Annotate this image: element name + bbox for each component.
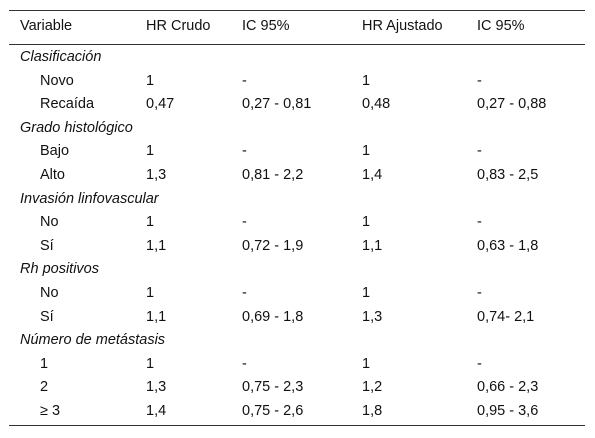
group-row: Número de metástasis xyxy=(9,329,585,352)
row-label: Novo xyxy=(40,72,74,89)
ic95-crudo-cell: - xyxy=(242,214,247,231)
table-row: No 1 - 1 - xyxy=(9,282,585,305)
ic95-ajustado-cell: 0,66 - 2,3 xyxy=(477,379,539,396)
ic95-crudo-cell: 0,81 - 2,2 xyxy=(242,167,304,183)
row-label: ≥ 3 xyxy=(40,403,61,419)
header-ic95-crudo: IC 95% xyxy=(242,18,290,34)
ic95-crudo-cell: 0,69 - 1,8 xyxy=(242,308,304,325)
hr-ajustado-cell: 1 xyxy=(362,72,371,89)
hr-crudo-cell: 1,1 xyxy=(146,308,167,325)
table-row: Alto 1,3 0,81 - 2,2 1,4 0,83 - 2,5 xyxy=(9,164,585,187)
hr-ajustado-cell: 1,2 xyxy=(362,379,383,396)
group-title: Grado histológico xyxy=(20,119,133,136)
table-row: 2 1,3 0,75 - 2,3 1,2 0,66 - 2,3 xyxy=(9,376,585,399)
ic95-crudo-cell: - xyxy=(242,72,247,89)
table-row: Sí 1,1 0,72 - 1,9 1,1 0,63 - 1,8 xyxy=(9,235,585,258)
hr-crudo-cell: 1,4 xyxy=(146,403,167,419)
table-header-row: Variable HR Crudo IC 95% HR Ajustado IC … xyxy=(9,10,585,44)
table-row: 1 1 - 1 - xyxy=(9,353,585,376)
ic95-ajustado-cell: - xyxy=(477,143,482,160)
ic95-ajustado-cell: - xyxy=(477,214,482,231)
row-label: No xyxy=(40,214,59,231)
ic95-crudo-cell: 0,27 - 0,81 xyxy=(242,96,312,113)
table-row: Novo 1 - 1 - xyxy=(9,70,585,93)
ic95-ajustado-cell: - xyxy=(477,72,482,89)
ic95-crudo-cell: - xyxy=(242,285,247,301)
header-ic95-ajustado: IC 95% xyxy=(477,18,525,34)
hr-crudo-cell: 1,3 xyxy=(146,379,167,396)
ic95-crudo-cell: - xyxy=(242,355,247,372)
group-title: Invasión linfovascular xyxy=(20,190,159,207)
hr-ajustado-cell: 0,48 xyxy=(362,96,391,113)
table-header-rule xyxy=(9,44,585,45)
table-top-rule xyxy=(9,10,585,11)
hr-ajustado-cell: 1,4 xyxy=(362,167,383,183)
hr-crudo-cell: 1,3 xyxy=(146,167,167,183)
ic95-ajustado-cell: - xyxy=(477,285,482,301)
hr-ajustado-cell: 1 xyxy=(362,214,371,231)
row-label: Recaída xyxy=(40,96,95,113)
hr-ajustado-cell: 1,1 xyxy=(362,237,383,254)
ic95-ajustado-cell: 0,27 - 0,88 xyxy=(477,96,547,113)
hr-crudo-cell: 1 xyxy=(146,72,155,89)
group-row: Grado histológico xyxy=(9,117,585,140)
row-label: Alto xyxy=(40,167,65,183)
ic95-ajustado-cell: 0,83 - 2,5 xyxy=(477,167,539,183)
ic95-ajustado-cell: - xyxy=(477,355,482,372)
hr-ajustado-cell: 1 xyxy=(362,143,371,160)
table-row: Sí 1,1 0,69 - 1,8 1,3 0,74- 2,1 xyxy=(9,306,585,329)
table-row: ≥ 3 1,4 0,75 - 2,6 1,8 0,95 - 3,6 xyxy=(9,400,585,423)
row-label: No xyxy=(40,285,59,301)
hr-crudo-cell: 1,1 xyxy=(146,237,167,254)
ic95-crudo-cell: 0,72 - 1,9 xyxy=(242,237,304,254)
row-label: 1 xyxy=(40,355,49,372)
ic95-ajustado-cell: 0,74- 2,1 xyxy=(477,308,535,325)
table-row: No 1 - 1 - xyxy=(9,211,585,234)
ic95-crudo-cell: - xyxy=(242,143,247,160)
hr-ajustado-cell: 1 xyxy=(362,355,371,372)
row-label: 2 xyxy=(40,379,49,396)
hr-crudo-cell: 1 xyxy=(146,355,155,372)
row-label: Sí xyxy=(40,237,54,254)
hr-crudo-cell: 1 xyxy=(146,143,155,160)
hr-ajustado-cell: 1,8 xyxy=(362,403,383,419)
row-label: Sí xyxy=(40,308,54,325)
ic95-ajustado-cell: 0,95 - 3,6 xyxy=(477,403,539,419)
group-row: Invasión linfovascular xyxy=(9,188,585,211)
group-title: Rh positivos xyxy=(20,261,99,278)
ic95-ajustado-cell: 0,63 - 1,8 xyxy=(477,237,539,254)
ic95-crudo-cell: 0,75 - 2,3 xyxy=(242,379,304,396)
header-hr-ajustado: HR Ajustado xyxy=(362,18,443,34)
ic95-crudo-cell: 0,75 - 2,6 xyxy=(242,403,304,419)
group-row: Clasificación xyxy=(9,46,585,69)
table-row: Bajo 1 - 1 - xyxy=(9,140,585,163)
table-row: Recaída 0,47 0,27 - 0,81 0,48 0,27 - 0,88 xyxy=(9,93,585,116)
hr-ajustado-cell: 1,3 xyxy=(362,308,383,325)
group-title: Número de metástasis xyxy=(20,332,166,349)
group-title: Clasificación xyxy=(20,49,102,65)
hr-crudo-cell: 1 xyxy=(146,214,155,231)
hr-ajustado-cell: 1 xyxy=(362,285,371,301)
group-row: Rh positivos xyxy=(9,258,585,281)
table-bottom-rule xyxy=(9,425,585,426)
hr-crudo-cell: 0,47 xyxy=(146,96,175,113)
header-hr-crudo: HR Crudo xyxy=(146,18,211,34)
row-label: Bajo xyxy=(40,143,70,160)
hr-crudo-cell: 1 xyxy=(146,285,155,301)
header-variable: Variable xyxy=(20,18,73,34)
